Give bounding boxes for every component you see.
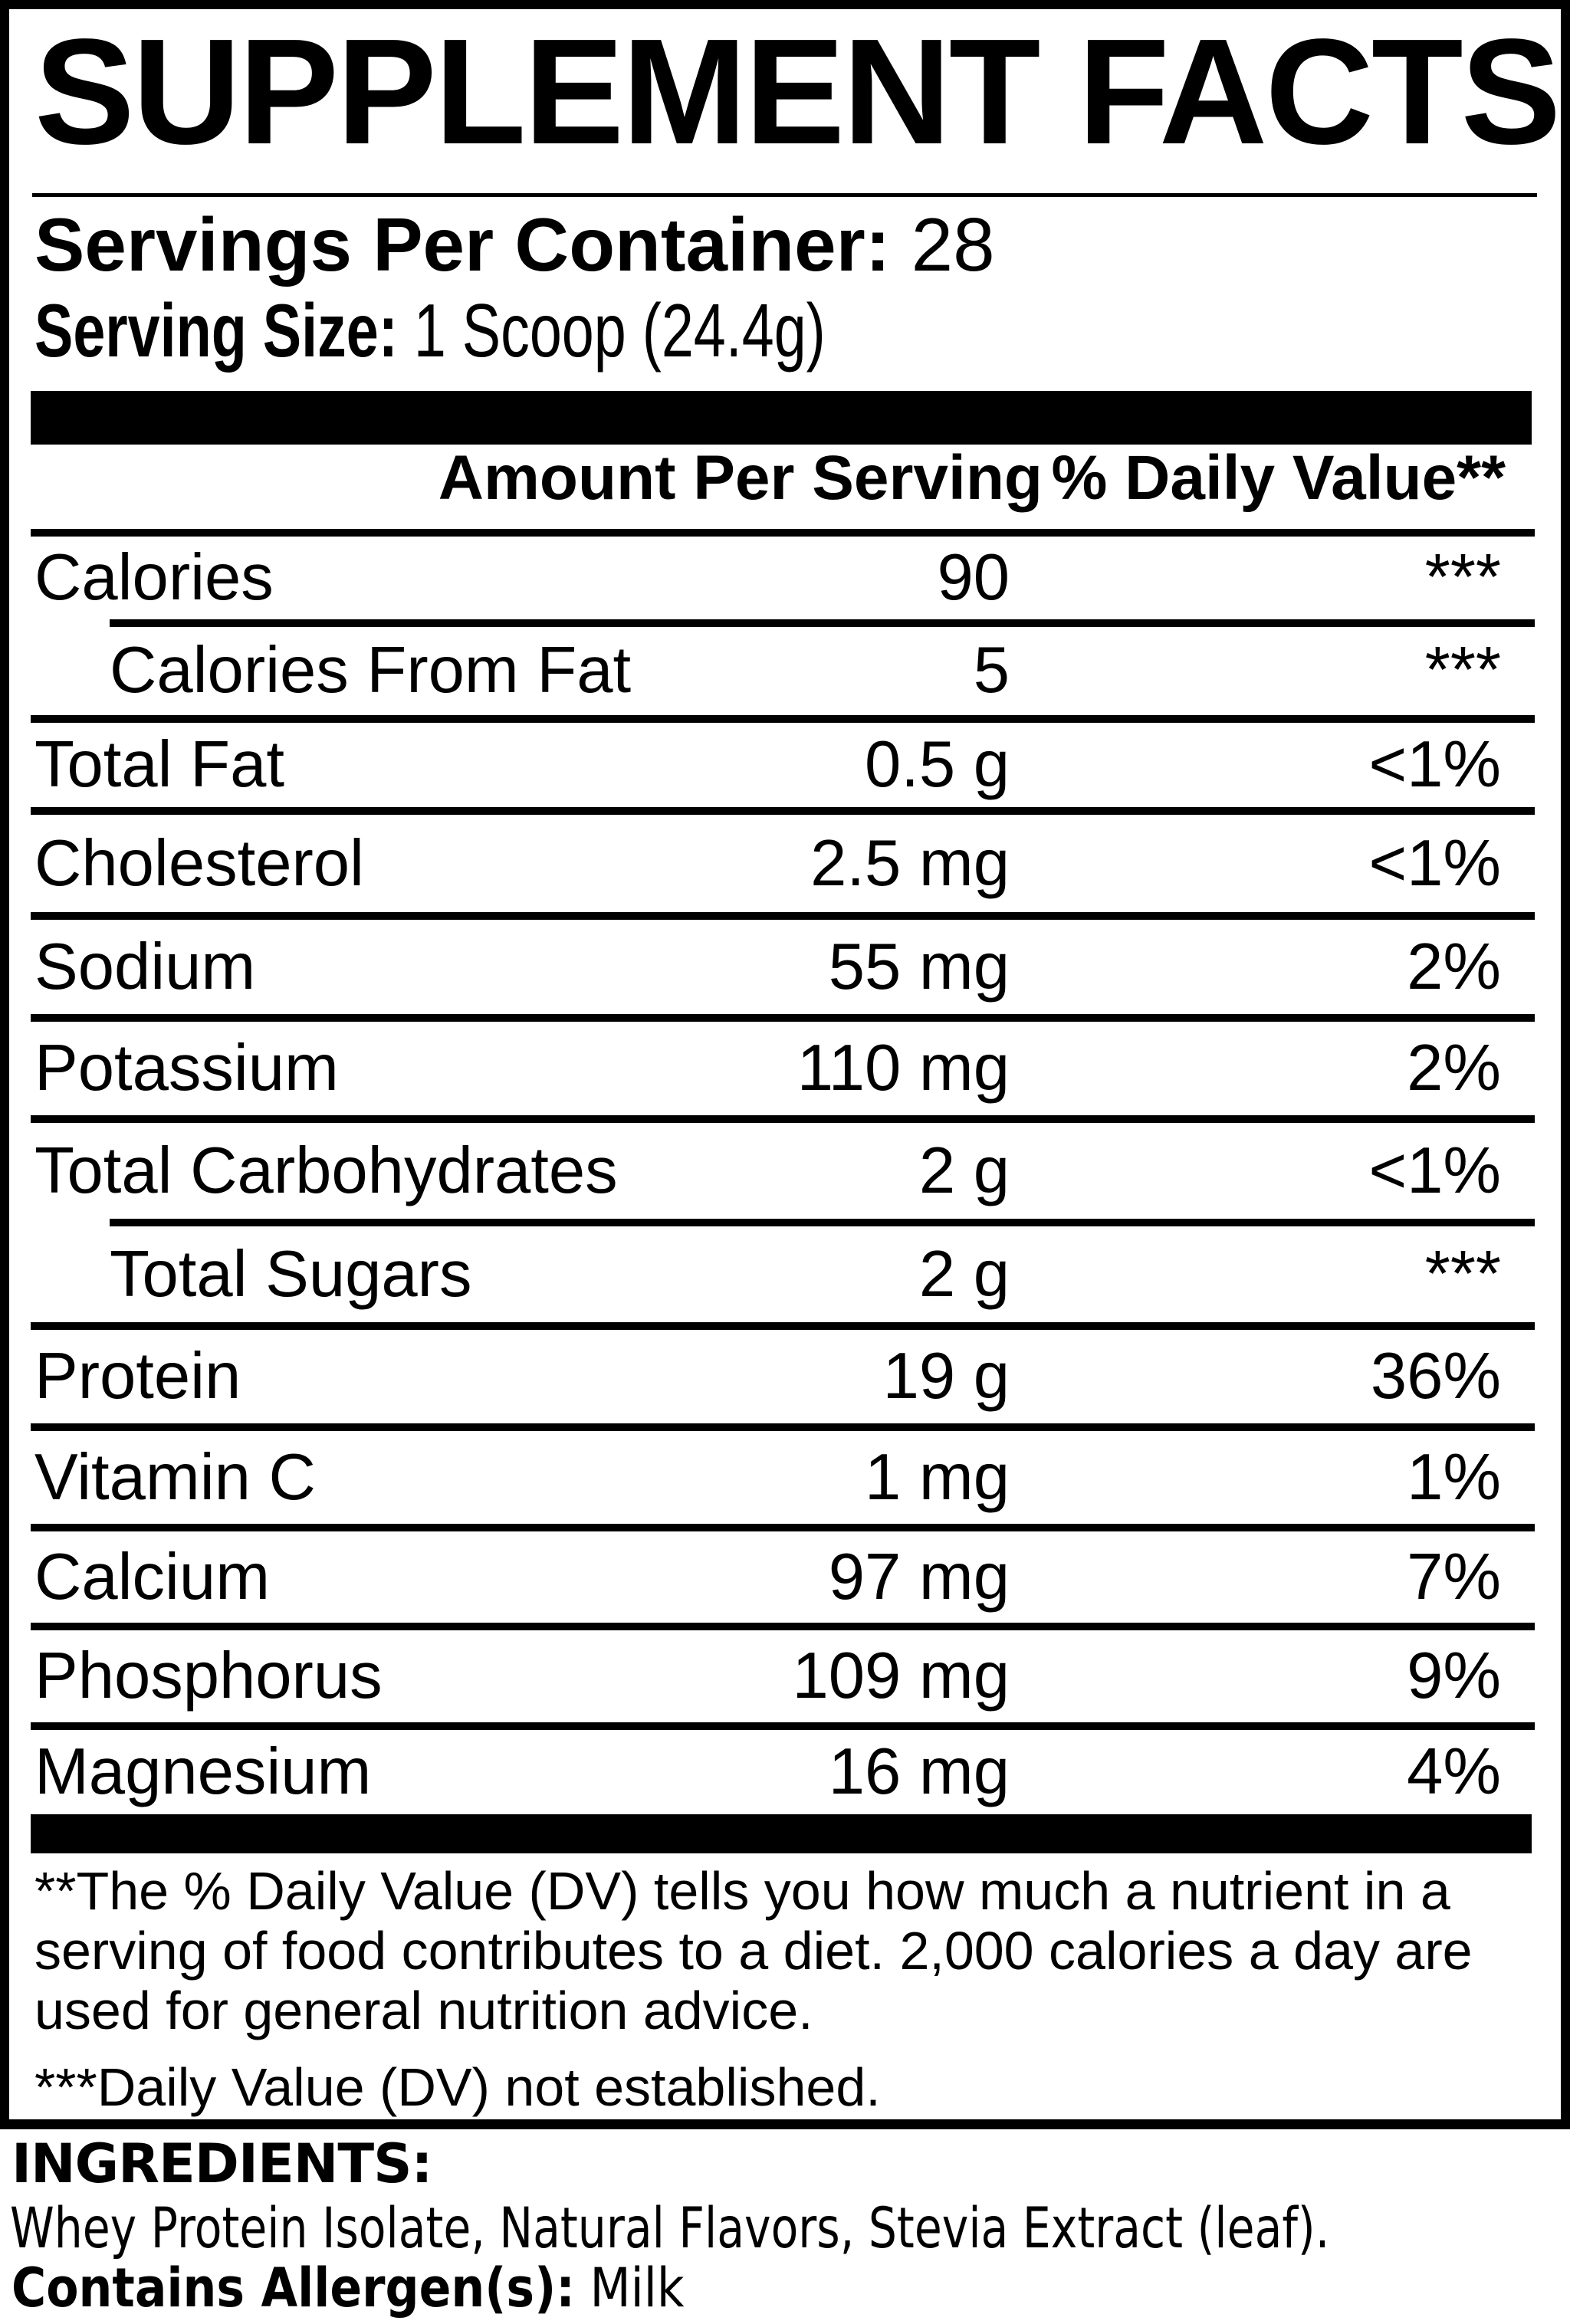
- title-divider: [32, 193, 1537, 197]
- nutrient-daily-value: <1%: [1368, 1134, 1502, 1207]
- nutrient-row: Calcium 97 mg 7%: [0, 1531, 1570, 1623]
- nutrient-amount: 19 g: [882, 1340, 1010, 1413]
- allergen-value: Milk: [590, 2257, 685, 2319]
- nutrient-daily-value: <1%: [1368, 728, 1502, 801]
- row-divider: [31, 807, 1535, 815]
- nutrient-amount: 5: [973, 634, 1010, 707]
- nutrient-row: Potassium 110 mg 2%: [0, 1022, 1570, 1115]
- nutrient-amount: 109 mg: [792, 1640, 1010, 1712]
- nutrient-daily-value: <1%: [1368, 826, 1502, 900]
- nutrient-name: Vitamin C: [34, 1440, 316, 1514]
- thick-bar-bottom: [31, 1814, 1532, 1853]
- column-header-daily-value: % Daily Value**: [1051, 443, 1506, 513]
- row-divider: [110, 619, 1535, 627]
- nutrient-name: Total Carbohydrates: [34, 1134, 618, 1207]
- row-divider: [31, 1423, 1535, 1431]
- nutrient-row: Total Carbohydrates 2 g <1%: [0, 1123, 1570, 1219]
- nutrient-daily-value: 2%: [1407, 1032, 1501, 1105]
- footnote-daily-value: **The % Daily Value (DV) tells you how m…: [34, 1861, 1473, 2040]
- nutrient-daily-value: ***: [1424, 541, 1501, 614]
- nutrient-amount: 97 mg: [828, 1540, 1010, 1613]
- nutrient-amount: 16 mg: [828, 1735, 1010, 1808]
- nutrient-row: Total Sugars 2 g ***: [0, 1226, 1570, 1322]
- row-divider: [31, 912, 1535, 920]
- nutrient-row: Calories From Fat 5 ***: [0, 627, 1570, 714]
- allergen-label: Contains Allergen(s):: [11, 2257, 575, 2319]
- nutrient-row: Cholesterol 2.5 mg <1%: [0, 815, 1570, 912]
- row-divider: [31, 1014, 1535, 1022]
- nutrient-daily-value: 4%: [1407, 1735, 1501, 1808]
- nutrient-row: Phosphorus 109 mg 9%: [0, 1630, 1570, 1722]
- nutrient-row: Protein 19 g 36%: [0, 1330, 1570, 1423]
- label-border: [0, 0, 1570, 2129]
- nutrient-daily-value: ***: [1424, 634, 1501, 707]
- allergen-line: Contains Allergen(s): Milk: [11, 2261, 685, 2315]
- nutrient-row: Magnesium 16 mg 4%: [0, 1730, 1570, 1814]
- footnote-not-established: ***Daily Value (DV) not established.: [34, 2057, 881, 2117]
- row-divider: [31, 1115, 1535, 1123]
- nutrient-amount: 1 mg: [865, 1440, 1010, 1514]
- row-divider: [31, 715, 1535, 723]
- column-header-amount: Amount Per Serving: [438, 443, 1043, 513]
- serving-size-label: Serving Size:: [34, 288, 398, 373]
- nutrient-name: Magnesium: [34, 1735, 372, 1808]
- nutrient-row: Total Fat 0.5 g <1%: [0, 723, 1570, 807]
- nutrient-amount: 55 mg: [828, 930, 1010, 1003]
- nutrient-name: Phosphorus: [34, 1640, 383, 1712]
- nutrient-amount: 110 mg: [796, 1032, 1010, 1105]
- servings-per-container-line: Servings Per Container: 28: [34, 207, 995, 282]
- row-divider: [31, 1322, 1535, 1330]
- nutrient-amount: 2.5 mg: [810, 826, 1010, 900]
- nutrient-name: Cholesterol: [34, 826, 364, 900]
- nutrient-row: Vitamin C 1 mg 1%: [0, 1431, 1570, 1524]
- ingredients-heading: INGREDIENTS:: [11, 2132, 433, 2195]
- nutrient-daily-value: 2%: [1407, 930, 1501, 1003]
- nutrient-daily-value: 1%: [1407, 1440, 1501, 1514]
- thick-bar-top: [31, 391, 1532, 445]
- nutrient-daily-value: 7%: [1407, 1540, 1501, 1613]
- nutrient-name: Total Fat: [34, 728, 284, 801]
- servings-per-container-value: 28: [911, 202, 995, 287]
- label-title: SUPPLEMENT FACTS: [34, 8, 1561, 176]
- servings-per-container-label: Servings Per Container:: [34, 202, 891, 287]
- row-divider: [31, 1722, 1535, 1730]
- nutrient-name: Calories: [34, 541, 274, 614]
- nutrient-daily-value: 36%: [1370, 1340, 1501, 1413]
- nutrient-name: Total Sugars: [110, 1237, 472, 1311]
- nutrient-row: Sodium 55 mg 2%: [0, 920, 1570, 1014]
- nutrient-name: Potassium: [34, 1032, 339, 1105]
- row-divider: [31, 1623, 1535, 1630]
- serving-size-value: 1 Scoop (24.4g): [413, 288, 826, 373]
- row-divider: [31, 1524, 1535, 1531]
- nutrient-amount: 2 g: [918, 1237, 1010, 1311]
- nutrient-amount: 90: [937, 541, 1010, 614]
- header-divider: [31, 529, 1535, 537]
- nutrient-name: Calories From Fat: [110, 634, 632, 707]
- nutrient-amount: 0.5 g: [864, 728, 1010, 801]
- row-divider: [110, 1219, 1535, 1226]
- nutrient-daily-value: 9%: [1407, 1640, 1501, 1712]
- nutrient-daily-value: ***: [1424, 1237, 1501, 1311]
- nutrient-amount: 2 g: [918, 1134, 1010, 1207]
- nutrient-name: Protein: [34, 1340, 241, 1413]
- nutrient-name: Sodium: [34, 930, 256, 1003]
- serving-size-line: Serving Size: 1 Scoop (24.4g): [34, 293, 1062, 368]
- nutrient-row: Calories 90 ***: [0, 537, 1570, 619]
- ingredients-list: Whey Protein Isolate, Natural Flavors, S…: [10, 2196, 1330, 2261]
- nutrient-name: Calcium: [34, 1540, 271, 1613]
